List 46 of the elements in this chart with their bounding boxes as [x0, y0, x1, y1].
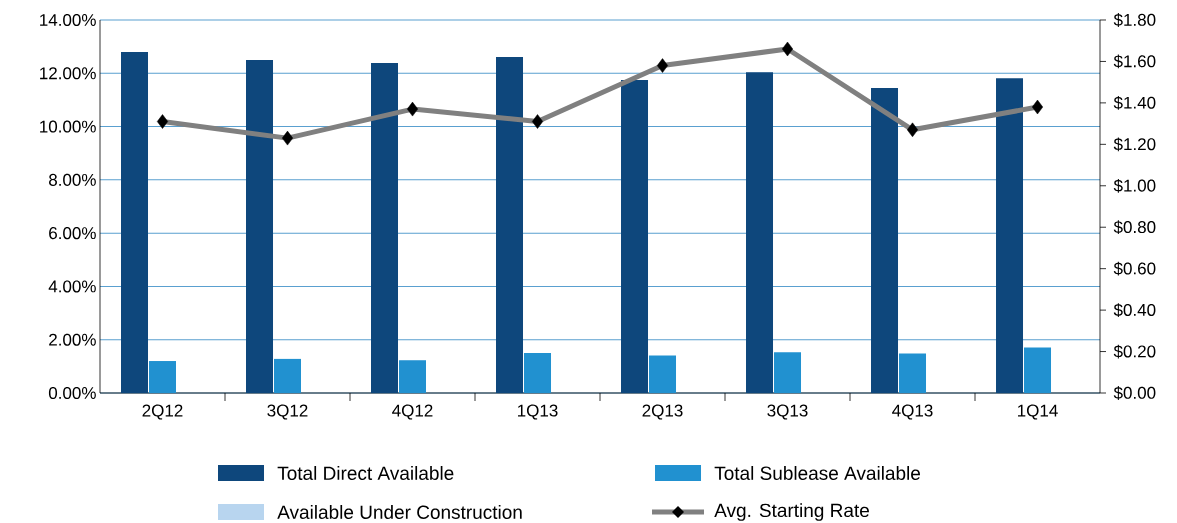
- bar: [371, 62, 399, 393]
- bar: [121, 51, 149, 393]
- y-tick-label: 8.00%: [49, 173, 96, 186]
- y2-tick-label: $1.80: [1113, 13, 1156, 27]
- bar: [621, 79, 649, 393]
- y2-tick-label: $0.60: [1113, 261, 1156, 276]
- x-tick-label: 1Q14: [1018, 404, 1058, 420]
- x-tick-label: 4Q12: [392, 404, 433, 420]
- y-tick-label: 14.00%: [40, 13, 96, 27]
- bar: [274, 358, 302, 393]
- bar: [1024, 347, 1052, 393]
- y-tick-label: 12.00%: [40, 67, 96, 80]
- bar: [524, 353, 552, 393]
- x-tick-label: 4Q13: [892, 404, 933, 420]
- x-tick-label: 2Q13: [642, 404, 683, 420]
- y2-tick-label: $1.20: [1113, 137, 1156, 152]
- y2-tick-label: $0.20: [1113, 344, 1156, 359]
- bar: [746, 72, 774, 393]
- bar: [496, 57, 524, 393]
- y2-tick-label: $1.60: [1113, 54, 1156, 69]
- legend-label: Avg. Starting Rate: [714, 503, 869, 521]
- y-tick-label: 4.00%: [48, 280, 96, 293]
- bar: [774, 352, 802, 393]
- x-tick-label: 2Q12: [142, 404, 183, 420]
- bar: [649, 355, 677, 393]
- bar: [246, 59, 274, 393]
- y2-tick-label: $0.40: [1113, 303, 1156, 317]
- bar: [899, 353, 927, 393]
- legend-label: Total Sublease Available: [714, 466, 921, 480]
- legend-label: Total Direct Available: [277, 466, 454, 480]
- y-tick-label: 10.00%: [40, 120, 96, 133]
- y2-tick-label: $1.00: [1113, 178, 1156, 193]
- y2-tick-label: $0.80: [1113, 220, 1156, 235]
- y2-tick-label: $1.40: [1113, 96, 1156, 110]
- legend-label: Available Under Construction: [277, 505, 522, 519]
- y2-tick-label: $0.00: [1113, 386, 1156, 400]
- x-tick-label: 3Q13: [767, 404, 808, 420]
- x-tick-label: 1Q13: [518, 404, 558, 420]
- y-tick-label: 2.00%: [49, 333, 96, 346]
- bar: [871, 87, 899, 393]
- y-tick-label: 6.00%: [49, 227, 96, 240]
- y-tick-label: 0.00%: [48, 386, 96, 400]
- x-tick-label: 3Q12: [267, 404, 308, 420]
- bar: [996, 78, 1024, 393]
- bar: [399, 360, 427, 393]
- bar: [149, 361, 177, 393]
